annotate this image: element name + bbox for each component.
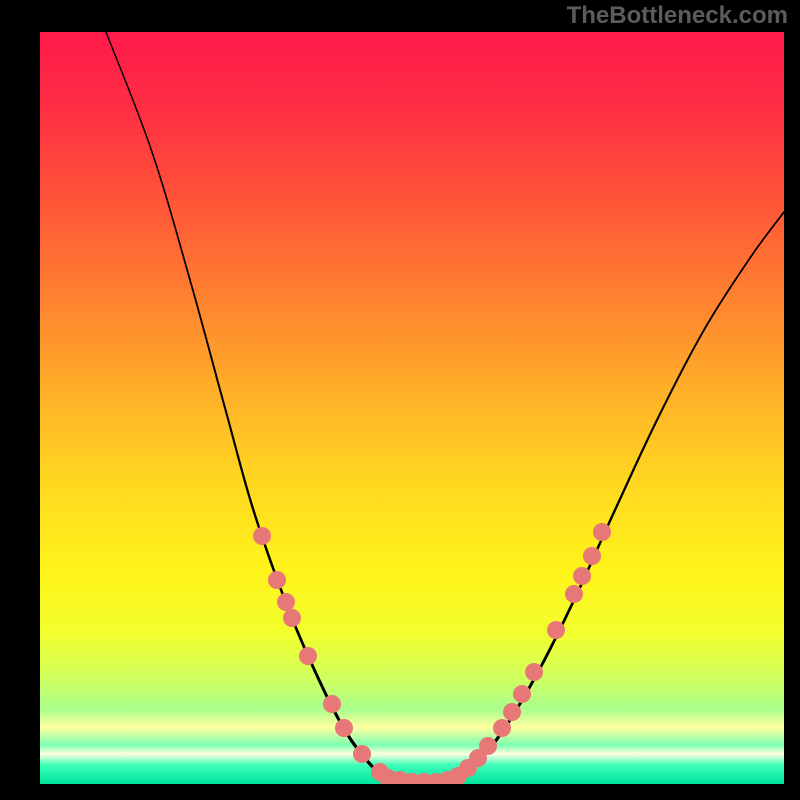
data-marker [253, 527, 271, 545]
data-marker [547, 621, 565, 639]
data-marker [573, 567, 591, 585]
bottleneck-curve-chart [40, 32, 784, 784]
data-marker [503, 703, 521, 721]
data-marker [299, 647, 317, 665]
plot-area [40, 32, 784, 784]
data-marker [277, 593, 295, 611]
data-marker [323, 695, 341, 713]
data-marker [493, 719, 511, 737]
data-marker [268, 571, 286, 589]
watermark-text: TheBottleneck.com [567, 2, 788, 30]
data-marker [583, 547, 601, 565]
data-marker [525, 663, 543, 681]
data-marker [335, 719, 353, 737]
data-marker [479, 737, 497, 755]
data-marker [565, 585, 583, 603]
data-marker [353, 745, 371, 763]
data-marker [593, 523, 611, 541]
data-marker [283, 609, 301, 627]
data-marker [513, 685, 531, 703]
